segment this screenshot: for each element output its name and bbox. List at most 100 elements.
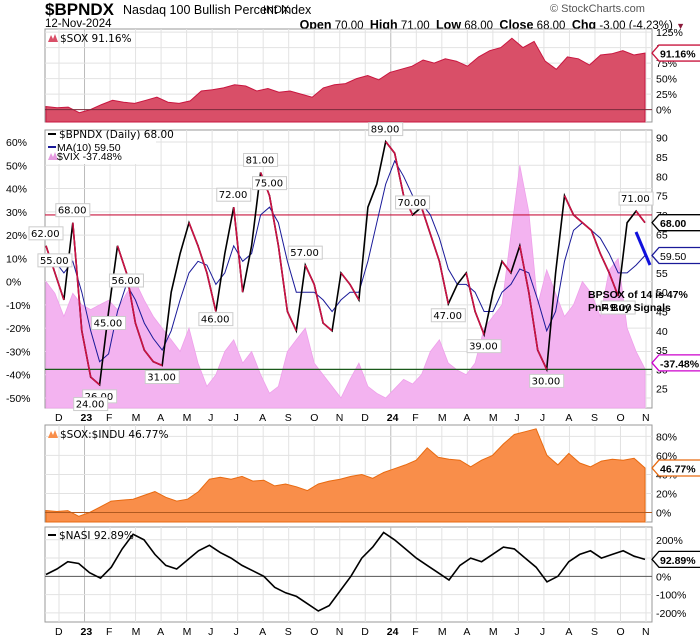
nasi-last-value-text: 92.89% (660, 555, 696, 567)
month-tick-top: 24 (387, 412, 399, 424)
bpndx-decline-segment (590, 230, 602, 254)
bpndx-ytick-left: 30% (6, 207, 27, 219)
month-tick-bottom: S (591, 626, 598, 638)
month-tick-bottom: J (540, 626, 545, 638)
peak-label-box (618, 191, 654, 206)
bpndx-decline-segment (429, 233, 441, 262)
peak-label-box (287, 245, 323, 260)
trough-label: 31.00 (144, 370, 180, 385)
month-tick-bottom: M (489, 626, 498, 638)
bpndx-ytick-left: -20% (6, 323, 31, 335)
trough-label-box (466, 339, 502, 354)
month-tick-bottom: O (616, 626, 624, 638)
month-tick-bottom: A (259, 626, 266, 638)
peak-label-text: 81.00 (246, 155, 275, 166)
down-arrow-icon: ▼ (676, 21, 685, 31)
month-tick-top: M (489, 412, 498, 424)
sox-last-value-text: 91.16% (660, 49, 696, 61)
nasi-last-value-box (651, 550, 700, 569)
bpndx-ytick-left: 10% (6, 253, 27, 265)
trough-label: 47.00 (430, 308, 466, 323)
ma10-line (45, 159, 646, 363)
trough-label-text: 39.00 (469, 342, 498, 353)
peak-label-box (243, 152, 279, 167)
ratio-ytick: 20% (656, 488, 677, 500)
peak-label: 75.00 (252, 176, 288, 191)
month-tick-bottom: J (234, 626, 239, 638)
sox-ytick: 0% (656, 105, 671, 117)
peak-label: 71.00 (618, 191, 654, 206)
bpndx-decline-segment (116, 245, 128, 274)
month-tick-top: M (438, 412, 447, 424)
bpndx-decline-segment (519, 245, 530, 293)
bpndx-legend: $BPNDX (Daily) 68.00 (59, 129, 174, 141)
trough-label-text: 45.00 (94, 318, 123, 329)
ma-last-value: 59.50 (651, 246, 700, 265)
bpndx-decline-segment (581, 222, 592, 231)
month-tick-top: D (55, 412, 63, 424)
bpndx-ytick-right: 85 (656, 152, 668, 164)
bpndx-decline-segment (438, 261, 450, 304)
bpndx-ytick-right: 35 (656, 345, 668, 357)
bpndx-decline-segment (393, 153, 405, 196)
bpndx-decline-segment (322, 322, 333, 332)
chart-name: Nasdaq 100 Bullish Percent Index (123, 3, 312, 17)
trough-label-box (430, 308, 466, 323)
ratio-last-value: 46.77% (651, 459, 700, 477)
month-tick-top: A (463, 412, 470, 424)
peak-label-box (55, 203, 91, 218)
bpndx-decline-segment (501, 260, 512, 274)
bpndx-ytick-left: -30% (6, 346, 31, 358)
month-tick-top: A (157, 412, 164, 424)
peak-label: 68.00 (55, 203, 91, 218)
month-tick-top: M (132, 412, 141, 424)
peak-label-text: 71.00 (621, 194, 650, 205)
peak-label-text: 89.00 (371, 125, 400, 136)
bpndx-decline-segment (90, 376, 101, 386)
month-tick-top: F (412, 412, 418, 424)
bpndx-decline-segment (313, 284, 324, 324)
month-tick-bottom: M (438, 626, 447, 638)
month-tick-bottom: D (361, 626, 369, 638)
bpndx-ytick-right: 55 (656, 268, 668, 280)
area-legend-icon (48, 34, 58, 42)
nasi-line (45, 531, 646, 612)
bpndx-ytick-right: 50 (656, 287, 668, 299)
chart-symbol: $BPNDX (45, 0, 114, 19)
month-tick-bottom: J (208, 626, 213, 638)
peak-label-box (368, 122, 404, 137)
bpndx-decline-segment (599, 253, 610, 274)
bpndx-decline-segment (197, 245, 208, 274)
bpndx-decline-segment (80, 330, 92, 378)
bpndx-decline-segment (232, 207, 244, 293)
bpndx-decline-segment (340, 272, 351, 285)
exchange-label: INDX (263, 4, 290, 16)
bpndx-decline-segment (143, 349, 154, 363)
annotation-line-2: PnF Buy Signals (588, 302, 671, 314)
bpndx-ytick-right: 90 (656, 133, 668, 145)
ratio-legend-icon (48, 430, 58, 438)
vix-last-value: -37.48% (651, 354, 700, 372)
peak-label-text: 62.00 (31, 229, 60, 240)
trough-label-text: 49.00 (603, 303, 632, 314)
trough-label: 56.00 (108, 273, 144, 288)
peak-label-text: 72.00 (219, 190, 248, 201)
month-tick-top: J (540, 412, 545, 424)
month-tick-top: O (310, 412, 318, 424)
month-tick-top: N (642, 412, 650, 424)
bpndx-ytick-left: 0% (6, 277, 21, 289)
bpndx-decline-segment (304, 264, 315, 285)
month-tick-bottom: F (106, 626, 112, 638)
month-tick-top: S (591, 412, 598, 424)
bpndx-decline-segment (635, 210, 646, 224)
bpndx-decline-segment (54, 272, 65, 301)
bpndx-ytick-right: 25 (656, 384, 668, 396)
bpndx-ytick-right: 40 (656, 326, 668, 338)
peak-label-text: 55.00 (40, 256, 69, 267)
month-tick-bottom: N (642, 626, 650, 638)
bpndx-decline-segment (474, 311, 485, 335)
peak-label-box (37, 253, 73, 268)
trough-label-box (73, 397, 109, 412)
bpndx-decline-segment (420, 206, 432, 235)
